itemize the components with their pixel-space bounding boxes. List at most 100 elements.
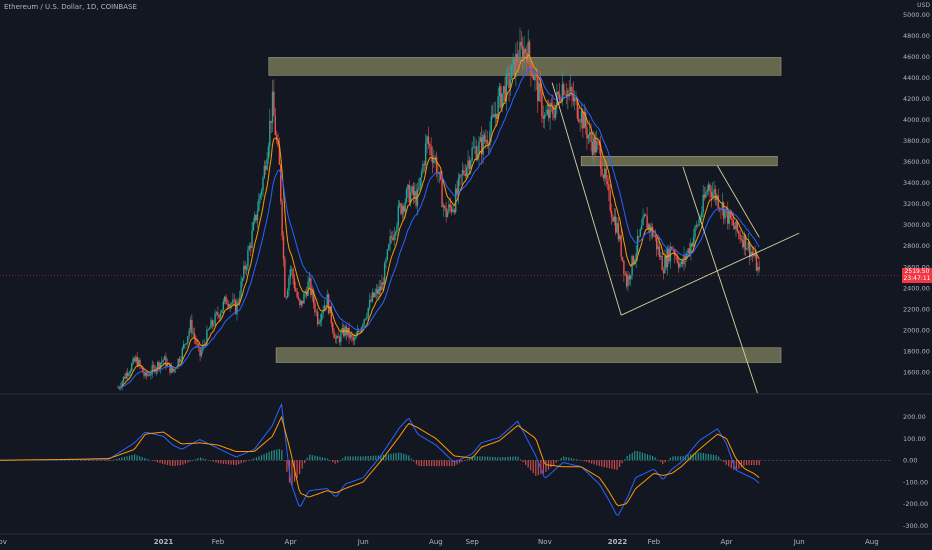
candle-body: [133, 358, 136, 362]
macd-histogram-bar: [573, 458, 575, 461]
macd-histogram-bar: [707, 453, 710, 461]
macd-histogram-bar: [626, 455, 628, 461]
candle-body: [129, 370, 132, 374]
macd-histogram-bar: [494, 457, 496, 461]
candle-body: [515, 53, 517, 77]
candle-body: [543, 114, 546, 119]
candle-body: [222, 301, 225, 310]
candle-body: [409, 192, 412, 203]
macd-histogram-bar: [489, 456, 491, 461]
candle-body: [617, 223, 620, 240]
candle-body: [489, 131, 491, 146]
candle-body: [568, 90, 570, 92]
macd-histogram-bar: [453, 460, 456, 466]
candle-body: [472, 146, 475, 148]
macd-histogram-bar: [423, 460, 425, 467]
macd-histogram-bar: [194, 459, 197, 461]
macd-histogram-bar: [212, 460, 214, 462]
macd-histogram-bar: [301, 460, 303, 469]
macd-histogram-bar: [677, 456, 679, 461]
macd-histogram-bar: [151, 460, 153, 461]
candle-body: [651, 226, 654, 237]
symbol-title: Ethereum / U.S. Dollar, 1D, COINBASE: [4, 3, 137, 11]
candle-body: [638, 235, 640, 237]
macd-histogram-bar: [667, 459, 669, 461]
candle-body: [519, 41, 521, 63]
candle-body: [619, 235, 621, 240]
candle-body: [459, 174, 461, 179]
candle-body: [180, 359, 182, 362]
macd-histogram-bar: [418, 460, 420, 467]
macd-histogram-bar: [202, 458, 204, 461]
macd-histogram-bar: [502, 457, 504, 461]
macd-histogram-bar: [578, 459, 580, 461]
candle-body: [722, 202, 725, 219]
candle-body: [392, 237, 394, 240]
macd-histogram-bar: [258, 456, 260, 461]
macd-histogram-bar: [85, 460, 87, 461]
macd-histogram-bar: [497, 457, 499, 461]
candle-body: [371, 292, 374, 302]
candle-body: [692, 237, 695, 247]
candle-body: [240, 281, 242, 298]
macd-histogram-bar: [225, 460, 227, 465]
candle-body: [352, 336, 354, 341]
macd-histogram-bar: [560, 458, 562, 461]
candle-body: [430, 145, 432, 156]
macd-histogram-bar: [126, 456, 128, 461]
macd-histogram-bar: [738, 460, 740, 469]
macd-histogram-bar: [161, 460, 164, 464]
macd-histogram-bar: [380, 455, 382, 461]
candle-body: [751, 251, 754, 254]
macd-histogram-bar: [596, 460, 598, 466]
candle-body: [589, 132, 591, 136]
candle-body: [643, 214, 646, 217]
price-tick-label: 4200.00: [903, 95, 930, 103]
candle-body: [137, 359, 140, 366]
candle-body: [131, 363, 133, 371]
macd-histogram-bar: [443, 460, 445, 467]
macd-histogram-bar: [400, 452, 402, 461]
candle-body: [557, 91, 559, 95]
candle-body: [582, 110, 584, 129]
macd-histogram-bar: [357, 456, 359, 461]
axis-unit-label: USD: [917, 2, 930, 9]
candle-body: [146, 372, 148, 376]
macd-histogram-bar: [352, 456, 354, 461]
macd-histogram-bar: [705, 453, 707, 461]
macd-histogram-bar: [283, 460, 285, 461]
candle-body: [337, 336, 339, 338]
current-price-tag: 2519.50 23:47:11: [902, 268, 932, 284]
candle-body: [606, 180, 609, 185]
macd-histogram-bar: [136, 455, 138, 461]
macd-histogram-bar: [606, 460, 608, 468]
candle-body: [382, 282, 384, 285]
candle-body: [141, 367, 144, 373]
candle-body: [463, 170, 465, 174]
time-tick-label: Jun: [793, 538, 805, 546]
candle-body: [162, 359, 164, 362]
candle-body: [431, 155, 434, 163]
sr-zone: [580, 156, 778, 167]
candle-body: [306, 292, 308, 296]
candle-body: [136, 356, 138, 366]
candle-body: [747, 241, 749, 249]
candle-body: [608, 184, 610, 191]
macd-histogram-bar: [410, 458, 412, 461]
macd-tick-label: -300.00: [903, 522, 928, 530]
candle-body: [400, 203, 402, 214]
candle-body: [476, 153, 479, 160]
candle-body: [334, 338, 337, 339]
candle-body: [139, 359, 141, 366]
macd-histogram-bar: [266, 452, 268, 461]
price-tick-label: 2600.00: [903, 263, 930, 271]
macd-histogram-bar: [751, 460, 753, 466]
candle-body: [655, 237, 658, 250]
macd-histogram-bar: [621, 460, 623, 464]
candle-body: [690, 243, 692, 254]
candle-body: [351, 334, 353, 337]
candle-body: [572, 94, 575, 102]
trend-line: [717, 165, 760, 238]
price-tick-label: 3400.00: [903, 179, 930, 187]
